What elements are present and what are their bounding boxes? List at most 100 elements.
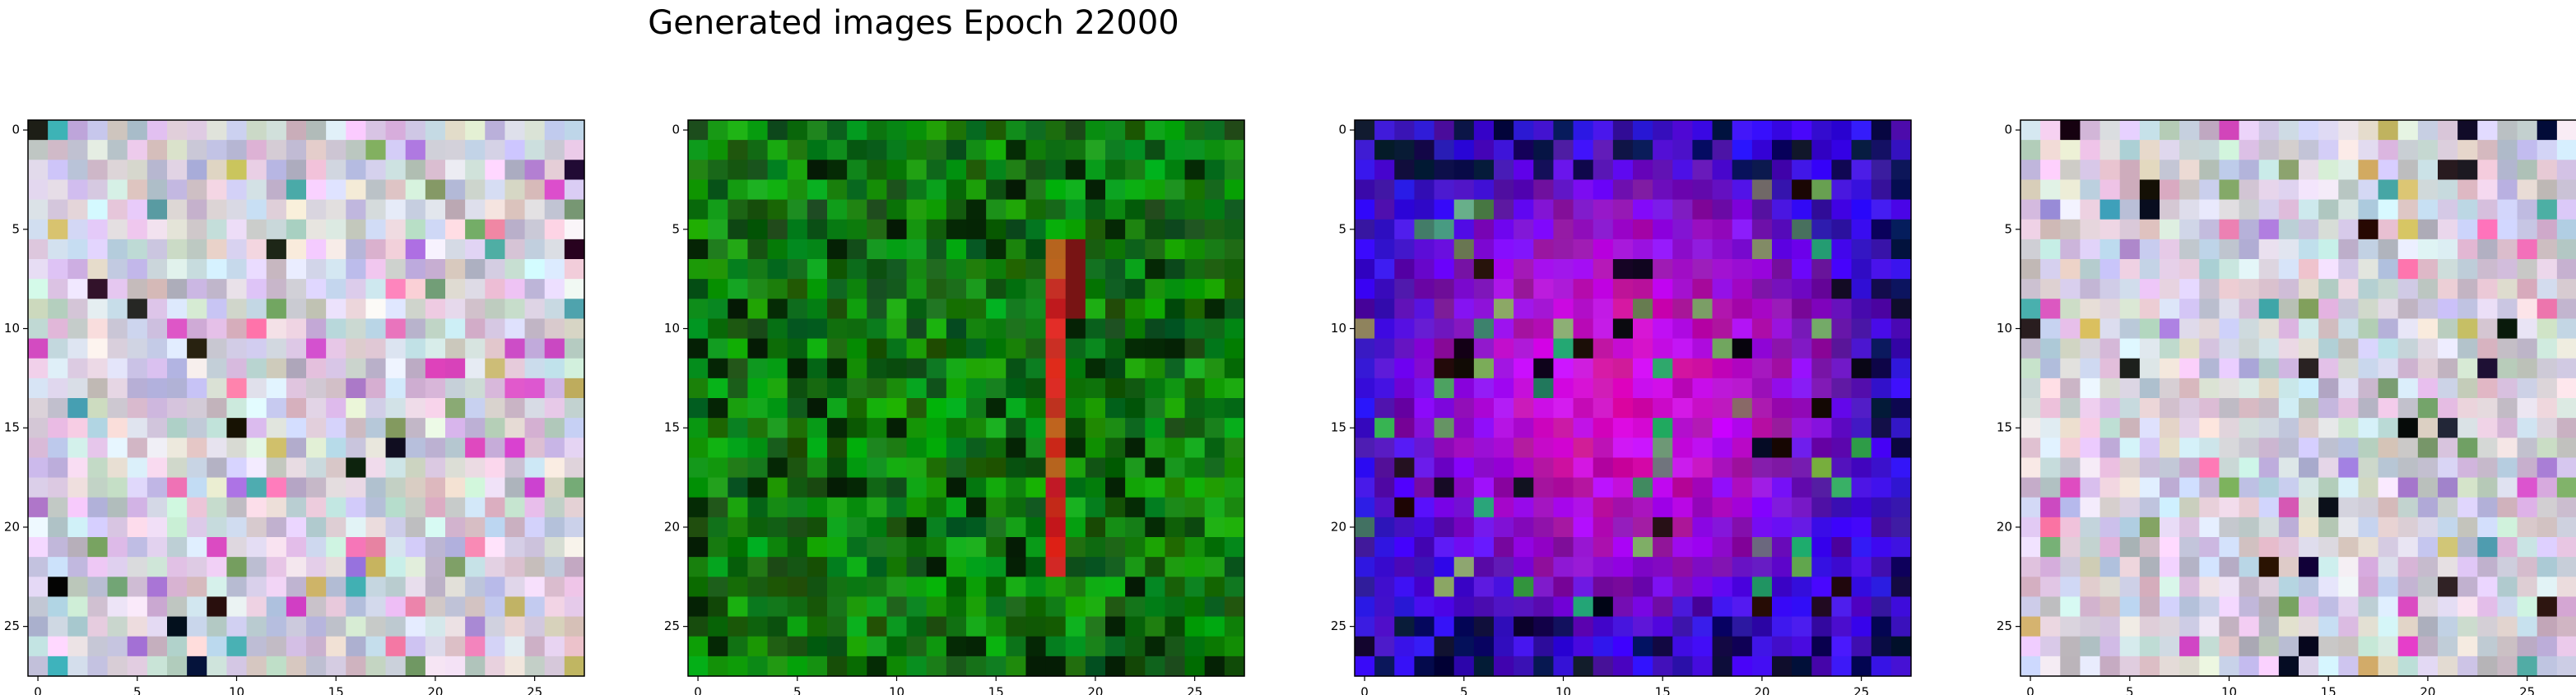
pixel-cell <box>465 438 486 459</box>
pixel-cell <box>1184 160 1206 181</box>
pixel-cell <box>867 120 888 141</box>
pixel-cell <box>2397 497 2419 518</box>
pixel-cell <box>1105 140 1126 160</box>
pixel-cell <box>346 418 367 438</box>
pixel-cell <box>1831 537 1853 558</box>
pixel-cell <box>688 596 709 618</box>
pixel-cell <box>187 299 207 320</box>
pixel-cell <box>326 438 346 459</box>
pixel-cell <box>867 596 888 618</box>
pixel-cell <box>28 140 49 160</box>
pixel-cell <box>67 656 89 677</box>
pixel-cell <box>365 616 387 637</box>
pixel-cell <box>1453 378 1475 399</box>
pixel-cell <box>2060 557 2081 577</box>
pixel-cell <box>1165 557 1186 577</box>
pixel-cell <box>2060 398 2081 419</box>
pixel-cell <box>946 259 967 280</box>
pixel-cell <box>1514 120 1534 141</box>
pixel-cell <box>385 656 407 677</box>
pixel-cell <box>1045 179 1067 201</box>
pixel-cell <box>564 140 585 160</box>
pixel-cell <box>708 259 728 280</box>
pixel-cell <box>1473 517 1495 538</box>
pixel-cell <box>107 418 128 438</box>
pixel-cell <box>2556 279 2576 299</box>
pixel-cell <box>1871 636 1892 657</box>
pixel-cell <box>505 636 526 657</box>
pixel-cell <box>708 537 728 558</box>
pixel-cell <box>1494 557 1514 577</box>
pixel-cell <box>2139 656 2160 677</box>
pixel-cell <box>1006 457 1027 479</box>
pixel-cell <box>2318 318 2339 340</box>
pixel-cell <box>246 616 267 637</box>
pixel-cell <box>2417 199 2439 220</box>
pixel-cell <box>1145 279 1166 299</box>
pixel-cell <box>1653 537 1673 558</box>
pixel-cell <box>2536 378 2558 399</box>
pixel-cell <box>946 517 967 538</box>
pixel-cell <box>2099 179 2121 201</box>
pixel-cell <box>187 398 207 419</box>
pixel-cell <box>886 537 908 558</box>
pixel-cell <box>2060 279 2081 299</box>
pixel-cell <box>365 477 387 498</box>
pixel-cell <box>946 577 967 598</box>
pixel-cell <box>1473 338 1495 359</box>
pixel-cell <box>867 616 888 637</box>
pixel-cell <box>1045 160 1067 181</box>
pixel-cell <box>1811 616 1833 637</box>
pixel-cell <box>1494 199 1514 220</box>
pixel-cell <box>1006 577 1027 598</box>
pixel-cell <box>346 557 367 577</box>
pixel-cell <box>2020 279 2041 299</box>
pixel-cell <box>1473 438 1495 459</box>
pixel-cell <box>1653 120 1673 141</box>
pixel-cell <box>405 140 426 160</box>
pixel-cell <box>787 120 808 141</box>
pixel-cell <box>1573 378 1594 399</box>
pixel-cell <box>1105 537 1126 558</box>
pixel-cell <box>365 438 387 459</box>
pixel-cell <box>207 537 228 558</box>
pixel-cell <box>2278 517 2299 538</box>
pixel-cell <box>886 259 908 280</box>
pixel-cell <box>67 239 89 260</box>
pixel-cell <box>485 120 506 141</box>
pixel-cell <box>946 199 967 220</box>
pixel-cell <box>827 318 848 340</box>
pixel-cell <box>1394 418 1416 438</box>
pixel-cell <box>1145 656 1166 677</box>
pixel-cell <box>48 239 68 260</box>
pixel-cell <box>1553 160 1574 181</box>
pixel-cell <box>1453 477 1475 498</box>
pixel-cell <box>966 378 987 399</box>
pixel-cell <box>167 279 188 299</box>
pixel-cell <box>326 199 346 220</box>
pixel-cell <box>926 398 947 419</box>
pixel-cell <box>847 338 867 359</box>
pixel-cell <box>1434 179 1455 201</box>
pixel-cell <box>1394 477 1416 498</box>
pixel-cell <box>2438 517 2458 538</box>
pixel-cell <box>2358 239 2379 260</box>
pixel-cell <box>544 120 565 141</box>
pixel-cell <box>226 557 248 577</box>
pixel-cell <box>544 358 565 379</box>
pixel-cell <box>1593 438 1614 459</box>
pixel-cell <box>1653 457 1673 479</box>
pixel-cell <box>505 378 526 399</box>
pixel-cell <box>127 140 148 160</box>
pixel-cell <box>827 199 848 220</box>
pixel-cell <box>1553 279 1574 299</box>
pixel-cell <box>1792 656 1812 677</box>
pixel-cell <box>867 219 888 240</box>
pixel-cell <box>465 457 486 479</box>
pixel-cell <box>405 477 426 498</box>
pixel-cell <box>2397 378 2419 399</box>
pixel-cell <box>266 517 287 538</box>
pixel-cell <box>1831 259 1853 280</box>
pixel-cell <box>708 140 728 160</box>
pixel-cell <box>226 418 248 438</box>
